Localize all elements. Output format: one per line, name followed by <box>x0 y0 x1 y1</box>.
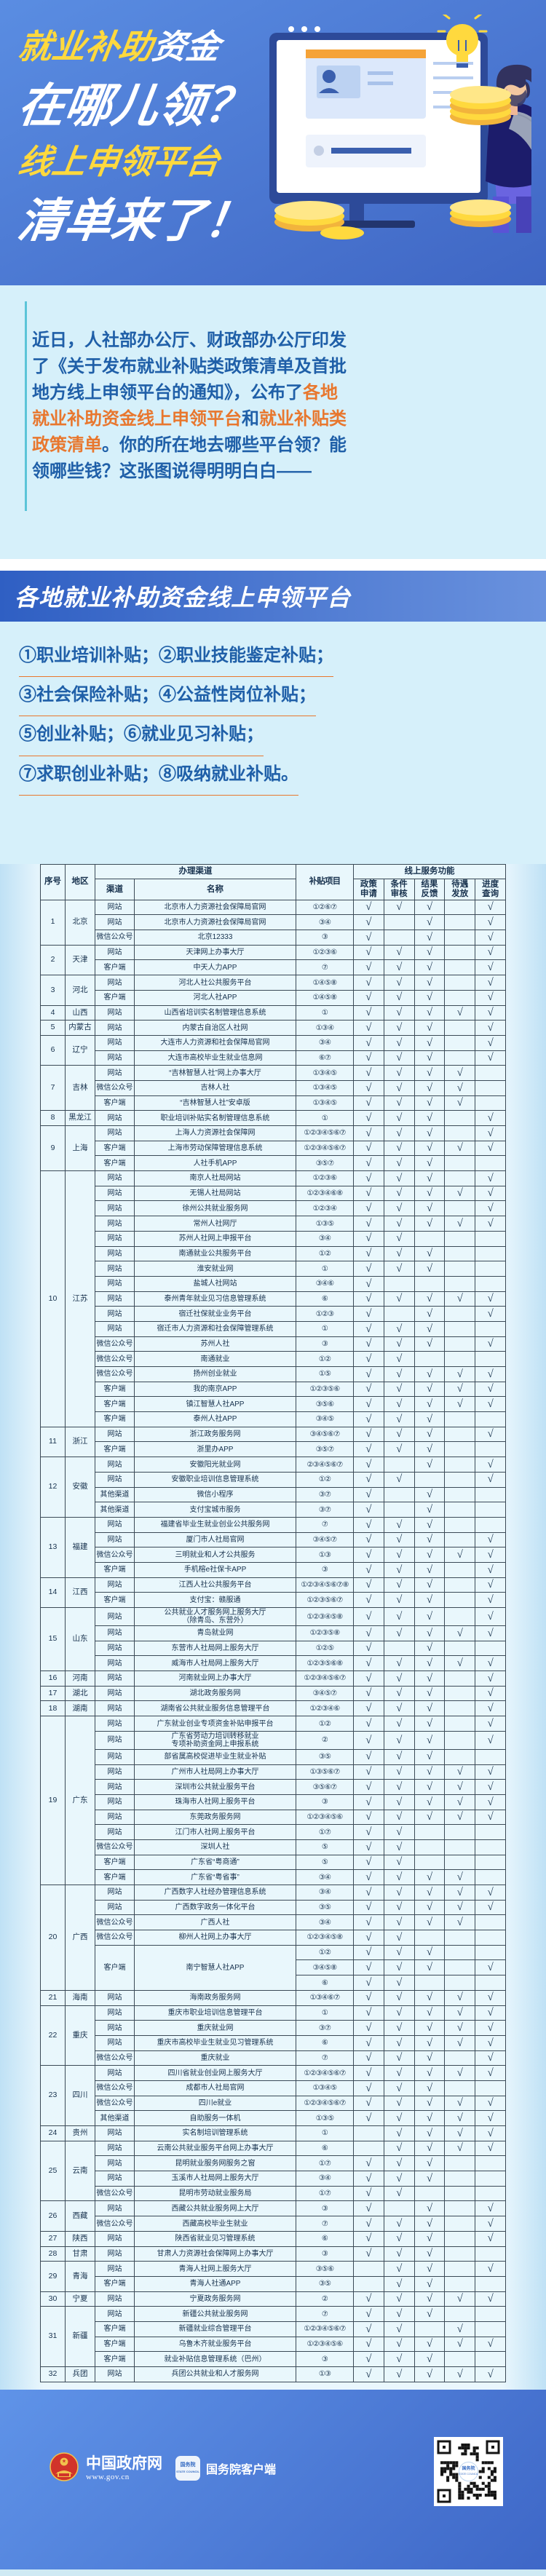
svg-text:STATE COUNCIL: STATE COUNCIL <box>459 2473 478 2476</box>
svg-text:国务院: 国务院 <box>462 2465 475 2471</box>
